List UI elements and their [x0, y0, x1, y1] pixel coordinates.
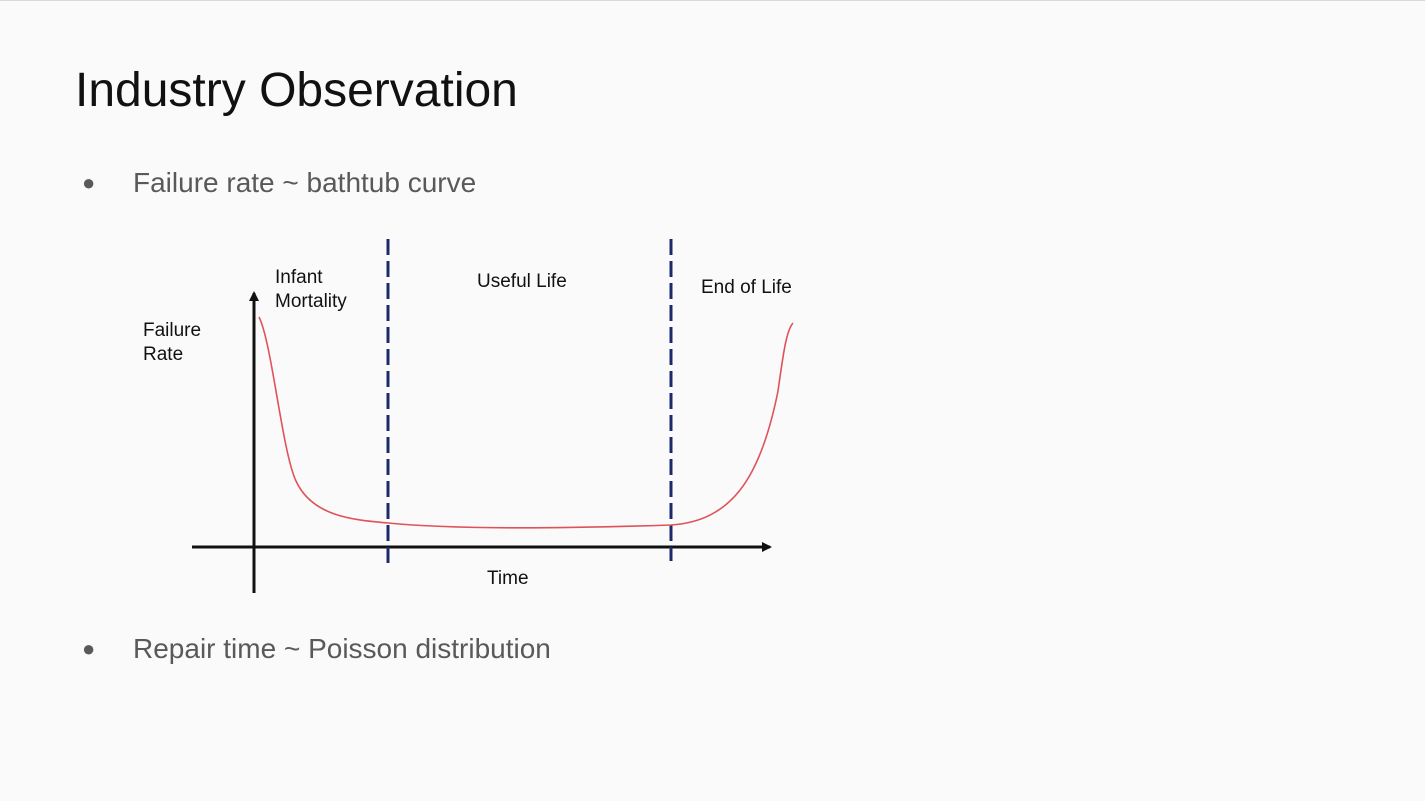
bullet-text: Repair time ~ Poisson distribution [133, 633, 551, 664]
region-label-end-of-life: End of Life [701, 277, 792, 298]
bullet-dot-icon: ● [82, 170, 96, 195]
region-label-line1: Infant [275, 267, 323, 288]
y-axis-label-line1: Failure [143, 320, 202, 341]
bullet-text: Failure rate ~ bathtub curve [133, 167, 477, 198]
bathtub-curve-figure: Failure Rate Infant Mortality Useful Lif… [130, 231, 820, 601]
bathtub-curve [258, 316, 794, 529]
region-label-useful-life: Useful Life [477, 271, 567, 292]
x-axis-label: Time [487, 568, 529, 589]
bullet-item: ● Failure rate ~ bathtub curve [82, 167, 476, 199]
slide-title: Industry Observation [75, 64, 518, 117]
bullet-item: ● Repair time ~ Poisson distribution [82, 633, 551, 665]
y-axis-label-line2: Rate [143, 344, 184, 365]
y-axis-label: Failure Rate [143, 319, 201, 367]
region-label-infant-mortality: Infant Mortality [275, 266, 347, 314]
bathtub-curve-diagram [192, 239, 794, 593]
region-label-line2: Mortality [275, 291, 347, 312]
bullet-dot-icon: ● [82, 636, 96, 661]
